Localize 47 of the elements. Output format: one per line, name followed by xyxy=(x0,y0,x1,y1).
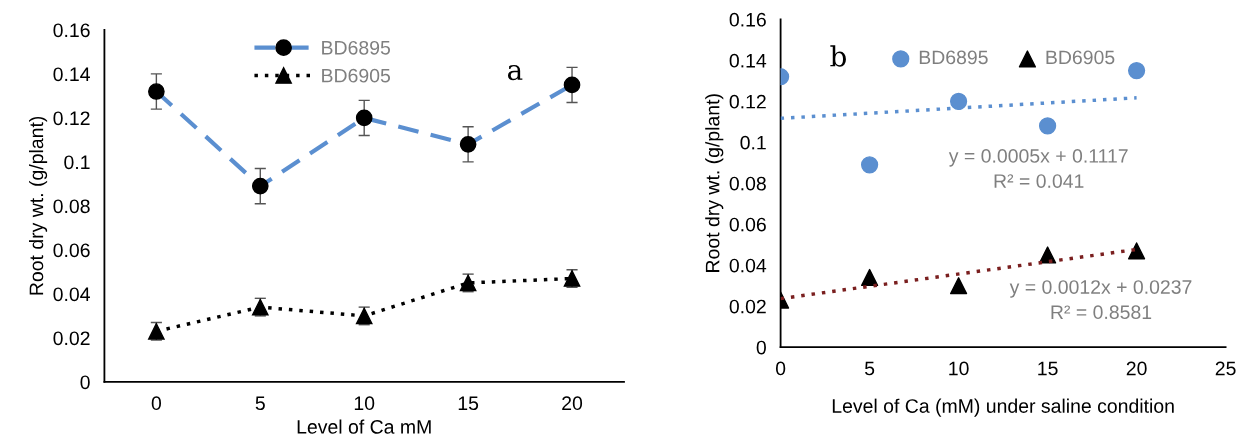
point xyxy=(949,277,968,295)
y-tick-label: 0 xyxy=(80,375,90,390)
y-tick-label: 0.02 xyxy=(729,299,766,314)
x-tick-label: 15 xyxy=(458,396,479,411)
y-axis-title: Root dry wt. (g/plant) xyxy=(705,94,724,272)
x-tick-label: 10 xyxy=(354,396,375,411)
x-tick-label: 0 xyxy=(775,361,786,376)
y-tick-label: 0.02 xyxy=(53,331,90,346)
annotation: y = 0.0005x + 0.1117 R² = 0.041 xyxy=(948,149,1128,188)
y-tick-label: 0.12 xyxy=(729,94,766,109)
annotation: b xyxy=(830,45,846,67)
x-tick-label: 20 xyxy=(1126,361,1147,376)
y-tick-label: 0.04 xyxy=(729,258,767,273)
y-tick-label: 0 xyxy=(756,340,766,355)
x-tick-label: 10 xyxy=(949,361,969,376)
y-tick-label: 0.14 xyxy=(53,67,90,82)
x-tick-label: 20 xyxy=(562,396,583,411)
x-tick-label: 25 xyxy=(1215,361,1236,376)
x-tick-label: 0 xyxy=(151,396,162,411)
point xyxy=(1038,117,1057,135)
legend-label: BD6905 xyxy=(1046,50,1115,65)
annotation: y = 0.0012x + 0.0237 R² = 0.8581 xyxy=(1009,280,1192,320)
legend-label: BD6895 xyxy=(322,40,391,55)
x-tick-label: 15 xyxy=(1038,361,1058,376)
x-axis-title: Level of Ca mM xyxy=(297,419,431,434)
point xyxy=(860,268,879,287)
x-tick-label: 5 xyxy=(255,396,265,411)
y-tick-label: 0.06 xyxy=(729,217,766,232)
y-tick-label: 0.04 xyxy=(53,287,90,302)
y-tick-label: 0.1 xyxy=(64,155,90,170)
annotation: a xyxy=(507,65,523,81)
y-tick-label: 0.08 xyxy=(729,176,766,191)
y-tick-label: 0.12 xyxy=(53,111,90,126)
y-tick-label: 0.06 xyxy=(53,243,90,258)
y-tick-label: 0.16 xyxy=(729,12,766,27)
y-tick-label: 0.16 xyxy=(53,23,90,38)
legend-label: BD6895 xyxy=(919,50,988,65)
y-tick-label: 0.14 xyxy=(729,53,767,68)
legend-label: BD6905 xyxy=(322,68,391,83)
y-axis-title: Root dry wt. (g/plant) xyxy=(29,116,48,295)
point xyxy=(860,156,879,174)
x-tick-label: 5 xyxy=(864,361,875,376)
x-axis-title: Level of Ca (mM) under saline condition xyxy=(832,398,1174,417)
point xyxy=(949,92,968,110)
y-tick-label: 0.08 xyxy=(53,199,90,214)
y-tick-label: 0.1 xyxy=(740,135,766,150)
point xyxy=(1127,61,1146,80)
